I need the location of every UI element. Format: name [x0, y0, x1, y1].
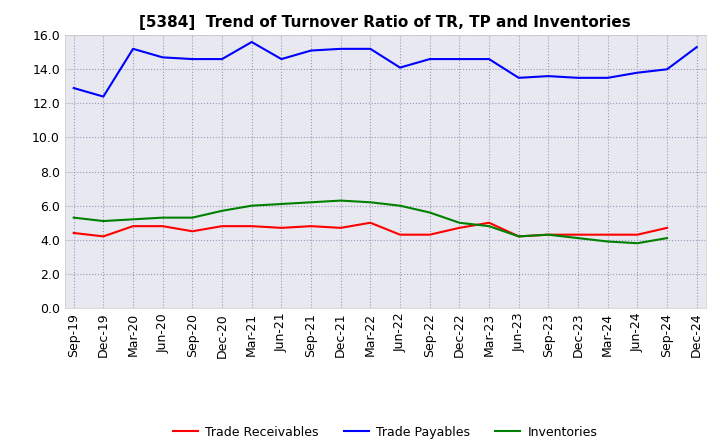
Trade Payables: [248, 39, 256, 44]
Trade Payables: [603, 75, 612, 81]
Trade Payables: [633, 70, 642, 75]
Inventories: [366, 200, 374, 205]
Inventories: [662, 235, 671, 241]
Trade Payables: [99, 94, 108, 99]
Trade Payables: [662, 66, 671, 72]
Trade Payables: [69, 85, 78, 91]
Inventories: [603, 239, 612, 244]
Inventories: [307, 200, 315, 205]
Legend: Trade Receivables, Trade Payables, Inventories: Trade Receivables, Trade Payables, Inven…: [168, 421, 603, 440]
Trade Receivables: [277, 225, 286, 231]
Inventories: [158, 215, 167, 220]
Inventories: [277, 202, 286, 207]
Line: Inventories: Inventories: [73, 201, 667, 243]
Trade Receivables: [158, 224, 167, 229]
Trade Receivables: [514, 234, 523, 239]
Inventories: [188, 215, 197, 220]
Line: Trade Payables: Trade Payables: [73, 42, 697, 96]
Trade Payables: [396, 65, 405, 70]
Trade Payables: [158, 55, 167, 60]
Trade Receivables: [485, 220, 493, 225]
Trade Payables: [426, 56, 434, 62]
Trade Receivables: [336, 225, 345, 231]
Trade Payables: [514, 75, 523, 81]
Trade Payables: [366, 46, 374, 51]
Trade Payables: [544, 73, 553, 79]
Line: Trade Receivables: Trade Receivables: [73, 223, 667, 236]
Trade Receivables: [99, 234, 108, 239]
Inventories: [99, 218, 108, 224]
Inventories: [455, 220, 464, 225]
Trade Receivables: [633, 232, 642, 237]
Trade Payables: [693, 44, 701, 50]
Inventories: [574, 235, 582, 241]
Trade Payables: [277, 56, 286, 62]
Inventories: [129, 216, 138, 222]
Inventories: [336, 198, 345, 203]
Inventories: [426, 210, 434, 215]
Trade Payables: [336, 46, 345, 51]
Trade Payables: [455, 56, 464, 62]
Trade Receivables: [662, 225, 671, 231]
Inventories: [217, 208, 226, 213]
Inventories: [248, 203, 256, 209]
Trade Receivables: [366, 220, 374, 225]
Trade Receivables: [426, 232, 434, 237]
Trade Receivables: [129, 224, 138, 229]
Trade Receivables: [188, 229, 197, 234]
Trade Receivables: [603, 232, 612, 237]
Inventories: [544, 232, 553, 237]
Trade Receivables: [544, 232, 553, 237]
Trade Payables: [485, 56, 493, 62]
Inventories: [485, 224, 493, 229]
Trade Receivables: [574, 232, 582, 237]
Inventories: [69, 215, 78, 220]
Inventories: [633, 241, 642, 246]
Trade Receivables: [69, 230, 78, 235]
Inventories: [396, 203, 405, 209]
Inventories: [514, 234, 523, 239]
Trade Payables: [574, 75, 582, 81]
Trade Payables: [217, 56, 226, 62]
Trade Receivables: [455, 225, 464, 231]
Title: [5384]  Trend of Turnover Ratio of TR, TP and Inventories: [5384] Trend of Turnover Ratio of TR, TP…: [140, 15, 631, 30]
Trade Receivables: [396, 232, 405, 237]
Trade Receivables: [248, 224, 256, 229]
Trade Receivables: [217, 224, 226, 229]
Trade Payables: [307, 48, 315, 53]
Trade Receivables: [307, 224, 315, 229]
Trade Payables: [188, 56, 197, 62]
Trade Payables: [129, 46, 138, 51]
